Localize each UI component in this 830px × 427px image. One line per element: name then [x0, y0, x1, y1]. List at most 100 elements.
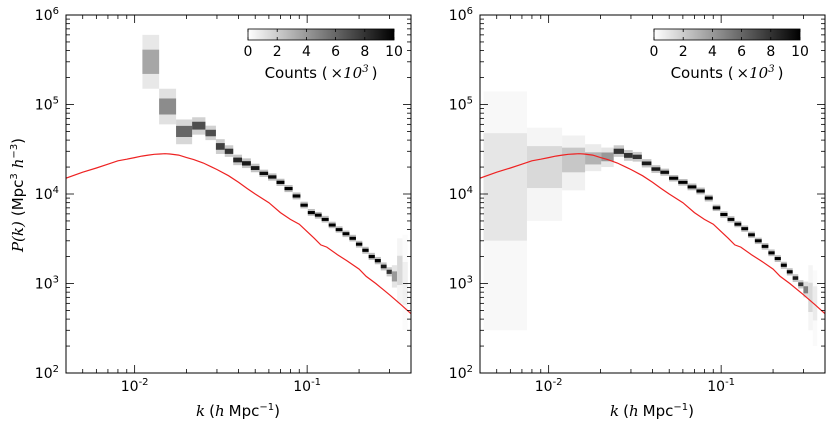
y-tick-label: 105 [35, 96, 59, 114]
x-axis-label: k (h Mpc−1) [610, 402, 694, 420]
heatmap-cell [328, 221, 336, 229]
heatmap-cell [803, 281, 809, 298]
heatmap-cell [292, 192, 301, 200]
colorbar-tick-label: 6 [737, 44, 746, 60]
heatmap-cell [307, 208, 315, 216]
colorbar-label: Counts (×103) [265, 64, 378, 82]
heatmap-cell [335, 226, 343, 233]
heatmap-cell [660, 168, 670, 176]
colorbar-tick-label: 8 [766, 44, 775, 60]
heatmap-cell [768, 249, 775, 257]
heatmap-cell [355, 240, 363, 248]
colorbar: 0 2 4 6 8 10 Counts (×103) [244, 28, 403, 82]
colorbar-tick-label: 2 [679, 44, 688, 60]
heatmap-cell [812, 270, 818, 347]
heatmap-cell [585, 144, 602, 172]
heatmap-cell [704, 194, 713, 202]
heatmap-cell [250, 163, 260, 173]
heatmap-cell [349, 234, 356, 242]
plot-frame [479, 14, 826, 374]
heatmap-cell [374, 256, 381, 265]
heatmap-cell [641, 159, 652, 168]
heatmap-cell [712, 204, 721, 212]
y-tick-label: 102 [449, 364, 473, 382]
heatmap-cell [362, 246, 369, 254]
heatmap-cell [669, 175, 679, 182]
heatmap-cell [687, 183, 697, 191]
colorbar-tick-label: 10 [791, 44, 809, 60]
heatmap-cells [142, 34, 408, 331]
heatmap-cell [176, 119, 193, 145]
colorbar-tick-label: 4 [302, 44, 311, 60]
heatmap-cell [696, 187, 705, 195]
heatmap-cells [483, 91, 818, 347]
heatmap-cell [761, 243, 769, 250]
heatmap-cell [276, 178, 285, 186]
y-tick-label: 102 [35, 364, 59, 382]
heatmap-cell [192, 117, 206, 135]
heatmap-cell [727, 216, 735, 223]
heatmap-cell [774, 255, 781, 262]
heatmap-cell [651, 165, 661, 173]
plot-area [66, 15, 411, 373]
heatmap-cell [215, 139, 225, 154]
y-tick-label: 103 [449, 275, 473, 293]
y-tick-label: 104 [35, 185, 59, 203]
colorbar-tick-label: 0 [650, 44, 659, 60]
heatmap-cell [159, 88, 177, 125]
heatmap-cell [748, 231, 755, 238]
colorbar-tick-label: 8 [360, 44, 369, 60]
heatmap-cell [613, 145, 625, 157]
heatmap-cell [562, 135, 586, 191]
heatmap-cell [786, 268, 793, 276]
heatmap-cell [233, 154, 243, 166]
colorbar-tick-label: 6 [331, 44, 340, 60]
heatmap-cell [397, 238, 403, 304]
left-panel: 10-2 10-1 102 103 104 105 106 0 2 4 6 8 10 Counts (… [9, 6, 412, 420]
x-axis-label: k (h Mpc−1) [196, 402, 280, 420]
colorbar-ticks: 0 2 4 6 8 10 [244, 29, 403, 60]
heatmap-cell [268, 173, 277, 181]
heatmap-cell [386, 267, 392, 277]
heatmap-cell [391, 265, 398, 288]
y-tick-label: 106 [449, 6, 473, 24]
heatmap-cell [142, 34, 160, 89]
x-tick-label: 10-2 [535, 377, 563, 395]
heatmap-cell [483, 91, 527, 331]
heatmap-cell [601, 147, 614, 168]
x-tick-label: 10-1 [293, 377, 321, 395]
heatmap-cell [242, 158, 251, 169]
model-power-spectrum-line [66, 153, 411, 315]
heatmap-cell [632, 151, 642, 162]
heatmap-cell [342, 230, 350, 238]
y-tick-label: 106 [35, 6, 59, 24]
heatmap-cell [720, 211, 728, 218]
y-axis-label: P(k)(Mpc3h−3) [9, 138, 27, 253]
heatmap-cell [734, 220, 742, 228]
plot-frame [65, 14, 412, 374]
y-tick-label: 105 [449, 96, 473, 114]
colorbar-tick-label: 2 [273, 44, 282, 60]
colorbar-tick-label: 0 [244, 44, 253, 60]
heatmap-cell [678, 179, 688, 186]
model-power-spectrum-line [480, 153, 825, 315]
heatmap-cell [624, 150, 633, 161]
heatmap-cell [792, 274, 799, 282]
colorbar-label: Counts (×103) [671, 64, 784, 82]
heatmap-cell [284, 185, 293, 193]
colorbar-gradient [247, 28, 395, 41]
colorbar-tick-label: 10 [385, 44, 403, 60]
right-panel: 10-2 10-1 102 103 104 105 106 0 2 4 6 8 10 Counts (… [449, 6, 826, 420]
colorbar-tick-label: 4 [708, 44, 717, 60]
colorbar-gradient [653, 28, 801, 41]
heatmap-cell [526, 127, 563, 221]
heatmap-cell [808, 265, 813, 331]
heatmap-cell [259, 169, 269, 177]
heatmap-cell [754, 237, 762, 245]
heatmap-cell [205, 125, 216, 141]
heatmap-cell [368, 252, 375, 261]
heatmap-cell [321, 215, 329, 223]
